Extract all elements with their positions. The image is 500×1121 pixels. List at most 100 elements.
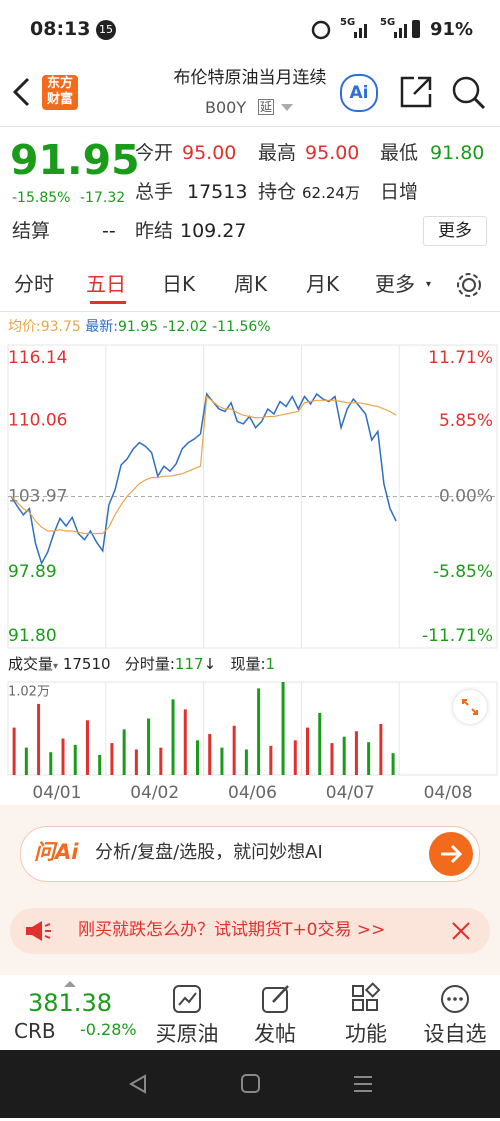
change-pct: -15.85% <box>12 190 71 206</box>
nav-icons <box>173 982 469 1013</box>
nav-item[interactable]: 功能 <box>345 1022 387 1046</box>
volume-bar <box>24 747 28 775</box>
y-tick-label: 110.06 <box>8 411 67 431</box>
field-value: 17513 <box>187 181 248 203</box>
tab-underline <box>90 301 126 304</box>
volume-bar <box>257 688 261 775</box>
volume-bar <box>354 731 358 775</box>
price-line <box>10 392 397 566</box>
x-tick-label: 04/08 <box>424 783 473 803</box>
tab[interactable]: 分时 <box>14 272 54 296</box>
title: 布伦特原油当月连续 <box>173 68 327 88</box>
y2-tick-label: 0.00% <box>439 487 493 507</box>
promo-text[interactable]: 刚买就跌怎么办？试试期货T+0交易 >> <box>78 920 386 940</box>
ask-bar[interactable] <box>20 826 480 882</box>
field-label: 持仓 <box>258 181 297 203</box>
volume-bar <box>244 749 248 775</box>
volume-bar <box>293 740 297 775</box>
logo: 东方财富 <box>42 75 78 110</box>
last: 91.95 <box>117 319 159 335</box>
tick-volume: 117 <box>174 655 204 673</box>
volume-bar <box>171 699 175 775</box>
y2-tick-label: 11.71% <box>428 348 493 368</box>
code: B00Y <box>205 98 247 117</box>
tag: 延 <box>258 99 275 115</box>
volume-bar <box>220 747 224 775</box>
ask-send[interactable] <box>428 831 474 877</box>
close-promo[interactable] <box>450 920 472 942</box>
ask-logo: 问Ai <box>34 840 79 864</box>
expand-arrow[interactable] <box>64 980 76 988</box>
volume-bar <box>98 754 102 775</box>
volume-bar <box>318 713 322 775</box>
x-tick-label: 04/06 <box>228 783 277 803</box>
volume-bar <box>147 718 151 775</box>
time: 08:13 <box>30 18 91 40</box>
ai-button[interactable]: Ai <box>340 74 378 112</box>
expand-icon <box>462 699 478 715</box>
nav-item[interactable]: 买原油 <box>155 1022 219 1046</box>
change: -17.32 <box>80 190 126 206</box>
volume-bar <box>134 749 138 775</box>
volume-bar <box>85 720 89 775</box>
status-icons <box>311 20 420 40</box>
y2-tick-label: -5.85% <box>433 562 493 582</box>
volume-total: 17510 <box>62 655 111 673</box>
tab[interactable]: 周K <box>234 272 268 296</box>
dropdown[interactable]: ▾ <box>426 279 432 290</box>
change-pct: -11.56% <box>212 319 271 335</box>
y-tick-label: 91.80 <box>8 626 57 646</box>
field-value: -- <box>102 220 116 242</box>
plot-frame <box>7 681 498 776</box>
y-tick-label: 97.89 <box>8 562 57 582</box>
nav-item[interactable]: 发帖 <box>254 1022 296 1046</box>
back-button[interactable] <box>10 76 34 108</box>
volume-bar <box>232 725 236 775</box>
volume-bar <box>183 709 187 775</box>
speaker-icon <box>26 921 51 941</box>
volume-label[interactable]: 成交量 <box>8 655 54 673</box>
system-nav <box>0 1050 500 1118</box>
battery: 91% <box>430 19 474 40</box>
volume-bar <box>208 733 212 775</box>
search-button[interactable] <box>450 74 488 112</box>
avg-label: 均价: <box>8 319 41 335</box>
price-line <box>10 395 397 535</box>
settings-button[interactable] <box>454 270 484 300</box>
system-nav-icons <box>128 1074 372 1094</box>
field-value: 95.00 <box>182 142 237 164</box>
y-tick-label: 103.97 <box>8 487 67 507</box>
field-value: 91.80 <box>430 142 485 164</box>
tab[interactable]: 月K <box>306 272 340 296</box>
volume-bar <box>306 727 310 775</box>
dropdown[interactable] <box>281 104 293 112</box>
share-button[interactable] <box>398 74 434 110</box>
promo-bar[interactable] <box>10 908 490 954</box>
dropdown[interactable]: ▾ <box>53 661 59 672</box>
tab[interactable]: 五日 <box>86 272 126 296</box>
expand-button[interactable] <box>453 690 487 724</box>
last-label: 最新: <box>85 319 118 335</box>
current: 1 <box>265 655 276 673</box>
chart: 116.14 110.06 103.97 97.89 91.80 11.71% 5.85% 0… <box>7 344 498 803</box>
field-value: 109.27 <box>180 220 247 242</box>
tab[interactable]: 更多 <box>375 272 415 296</box>
x-tick-label: 04/02 <box>130 783 179 803</box>
avg: 93.75 <box>40 319 81 335</box>
volume-bar <box>49 752 53 775</box>
tick-arrow: ↓ <box>203 655 217 673</box>
volume-bar <box>330 743 334 775</box>
current-label: 现量: <box>230 655 266 673</box>
more-button[interactable]: 更多 <box>423 216 487 246</box>
volume-bar <box>61 738 65 775</box>
field-label: 日增 <box>380 181 419 203</box>
y-tick-label: 116.14 <box>8 348 67 368</box>
tab[interactable]: 日K <box>162 272 196 296</box>
ask-placeholder: 分析/复盘/选股，就问妙想AI <box>95 842 323 863</box>
signal: 5G <box>340 17 356 28</box>
nav-item[interactable]: 设自选 <box>423 1022 487 1046</box>
volume-bar <box>37 703 41 775</box>
field-value: 95.00 <box>305 142 360 164</box>
volume-bar <box>281 682 285 775</box>
